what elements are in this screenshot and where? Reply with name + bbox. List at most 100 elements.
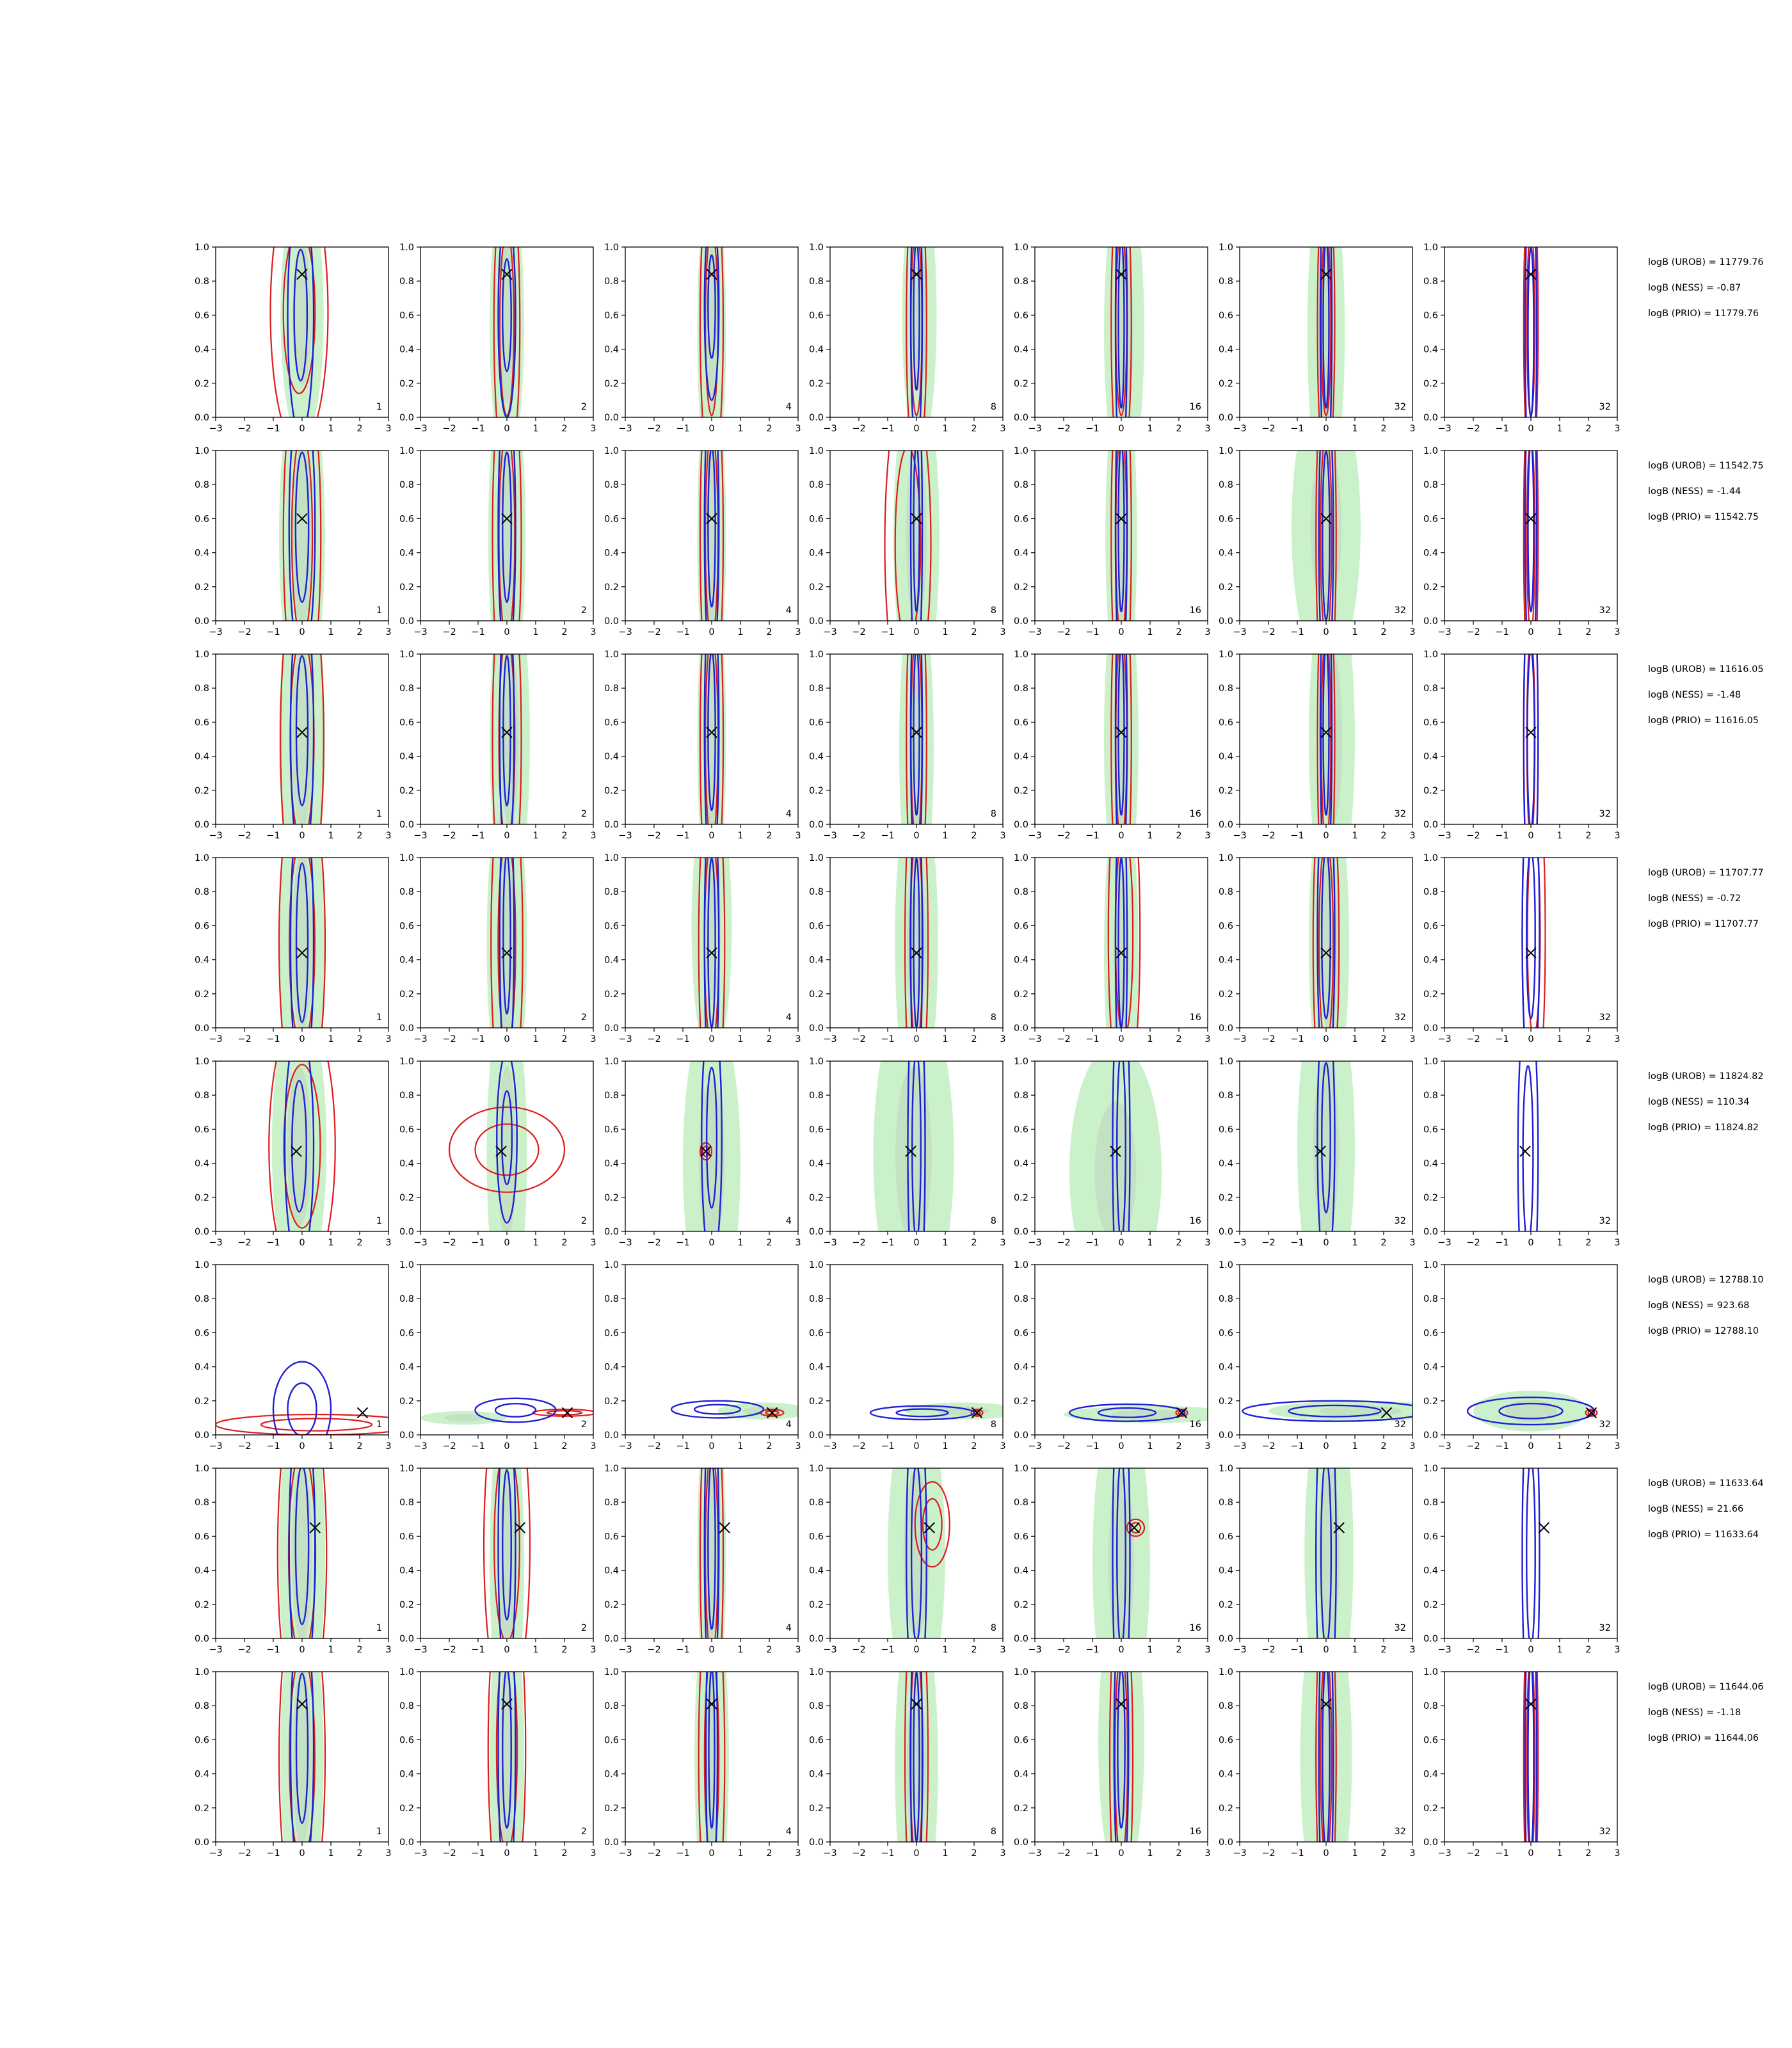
- x-tick-label: 2: [1176, 1441, 1181, 1452]
- y-tick-label: 1.0: [1219, 1260, 1233, 1270]
- y-tick-label: 0.6: [604, 514, 619, 524]
- x-tick-label: 1: [1352, 1645, 1357, 1655]
- x-tick-label: −2: [1466, 1645, 1480, 1655]
- x-tick-label: −1: [266, 1034, 280, 1044]
- x-tick-label: 3: [1409, 1645, 1415, 1655]
- y-tick-label: 0.6: [1219, 310, 1233, 321]
- green-density-fill: [683, 1061, 740, 1231]
- y-tick-label: 1.0: [1423, 1260, 1438, 1270]
- y-tick-label: 0.6: [604, 1124, 619, 1135]
- y-tick-label: 1.0: [1014, 1260, 1028, 1270]
- x-tick-label: 3: [1204, 424, 1210, 434]
- x-tick-label: 3: [795, 1034, 801, 1044]
- x-tick-label: −3: [618, 1238, 632, 1248]
- x-tick-label: 0: [504, 1238, 509, 1248]
- x-tick-label: −1: [881, 1645, 894, 1655]
- x-tick-label: 2: [1585, 424, 1591, 434]
- green-density-fill: [1268, 1400, 1412, 1421]
- y-tick-label: 0.0: [1014, 1023, 1028, 1034]
- x-tick-label: −1: [676, 1848, 689, 1859]
- y-tick-label: 0.0: [1014, 413, 1028, 423]
- y-tick-label: 0.6: [195, 1532, 209, 1542]
- x-tick-label: −3: [823, 424, 836, 434]
- y-tick-label: 0.4: [604, 345, 619, 355]
- y-tick-label: 0.6: [195, 1735, 209, 1745]
- true-value-marker: [706, 947, 717, 959]
- y-tick-label: 0.8: [604, 1701, 619, 1711]
- x-tick-label: 3: [590, 1238, 596, 1248]
- x-tick-label: −3: [823, 1848, 836, 1859]
- y-tick-label: 0.8: [1014, 1498, 1028, 1508]
- true-value-marker: [706, 1698, 717, 1710]
- red-contour-inner: [282, 247, 316, 394]
- blue-contour-inner: [1288, 1404, 1382, 1418]
- y-tick-label: 0.2: [399, 1396, 414, 1407]
- blue-contour-outer: [497, 451, 516, 621]
- x-tick-label: −2: [1261, 1645, 1275, 1655]
- x-tick-label: −1: [1085, 1645, 1099, 1655]
- red-contour-inner: [1320, 247, 1332, 417]
- red-contour-inner: [1526, 1672, 1536, 1842]
- corner-label: 32: [1599, 605, 1611, 616]
- x-tick-label: −3: [1233, 424, 1246, 434]
- x-tick-label: 1: [737, 1034, 743, 1044]
- gray-density-core: [497, 858, 516, 1028]
- green-density-fill: [488, 451, 526, 621]
- x-tick-label: 1: [532, 1238, 538, 1248]
- y-tick-label: 0.6: [604, 921, 619, 931]
- y-tick-label: 0.8: [809, 480, 824, 490]
- green-density-fill: [893, 451, 940, 621]
- x-tick-label: 1: [532, 1645, 538, 1655]
- y-tick-label: 0.4: [604, 1770, 619, 1780]
- y-tick-label: 0.4: [195, 1159, 209, 1169]
- gray-density-core: [291, 1468, 313, 1638]
- y-tick-label: 1.0: [1423, 1464, 1438, 1474]
- y-tick-label: 0.0: [604, 413, 619, 423]
- red-contour-outer: [280, 654, 324, 824]
- x-tick-label: 0: [1118, 831, 1124, 841]
- y-tick-label: 0.0: [809, 1023, 824, 1034]
- x-tick-label: 3: [1614, 1034, 1620, 1044]
- x-tick-label: 0: [1528, 627, 1533, 637]
- red-contour-outer: [1107, 858, 1141, 1028]
- x-tick-label: −1: [1495, 1848, 1508, 1859]
- x-tick-label: 2: [1585, 831, 1591, 841]
- x-tick-label: 2: [766, 1034, 772, 1044]
- y-tick-label: 0.4: [809, 1159, 824, 1169]
- x-tick-label: 3: [1409, 1034, 1415, 1044]
- green-density-fill: [888, 1468, 945, 1638]
- x-tick-label: −1: [676, 424, 689, 434]
- x-tick-label: −1: [266, 831, 280, 841]
- y-tick-label: 1.0: [604, 1667, 619, 1677]
- y-tick-label: 0.4: [1423, 345, 1438, 355]
- x-tick-label: 0: [1528, 1441, 1533, 1452]
- y-tick-label: 0.2: [809, 1396, 824, 1407]
- panel: −3 −2 −1 0 1 2 3 0.0 0.2 0.4 0.6 0.8 1.0 2: [399, 853, 596, 1044]
- x-tick-label: 0: [913, 1238, 919, 1248]
- corner-label: 1: [376, 1216, 382, 1226]
- y-tick-label: 0.0: [399, 1837, 414, 1848]
- x-tick-label: 1: [328, 831, 333, 841]
- y-tick-label: 0.6: [195, 514, 209, 524]
- x-tick-label: −3: [1028, 424, 1041, 434]
- blue-contour-outer: [1521, 858, 1540, 1028]
- true-value-marker: [1525, 268, 1537, 280]
- x-tick-label: 2: [971, 1034, 977, 1044]
- y-tick-label: 0.6: [1423, 1328, 1438, 1338]
- x-tick-label: 3: [1000, 1238, 1005, 1248]
- y-tick-label: 0.2: [809, 1193, 824, 1203]
- true-value-marker: [706, 726, 717, 739]
- y-tick-label: 0.8: [1423, 480, 1438, 490]
- y-tick-label: 0.0: [399, 1430, 414, 1441]
- y-tick-label: 0.6: [399, 1124, 414, 1135]
- y-tick-label: 1.0: [399, 650, 414, 660]
- x-tick-label: 1: [942, 1238, 948, 1248]
- y-tick-label: 1.0: [1219, 650, 1233, 660]
- x-tick-label: 0: [1118, 1848, 1124, 1859]
- corner-label: 2: [581, 402, 587, 412]
- blue-contour-outer: [906, 1468, 927, 1638]
- true-value-marker: [911, 1698, 922, 1710]
- axes-frame: [1444, 450, 1618, 621]
- panel: −3 −2 −1 0 1 2 3 0.0 0.2 0.4 0.6 0.8 1.0 16: [1014, 1057, 1211, 1248]
- x-tick-label: 2: [1176, 1238, 1181, 1248]
